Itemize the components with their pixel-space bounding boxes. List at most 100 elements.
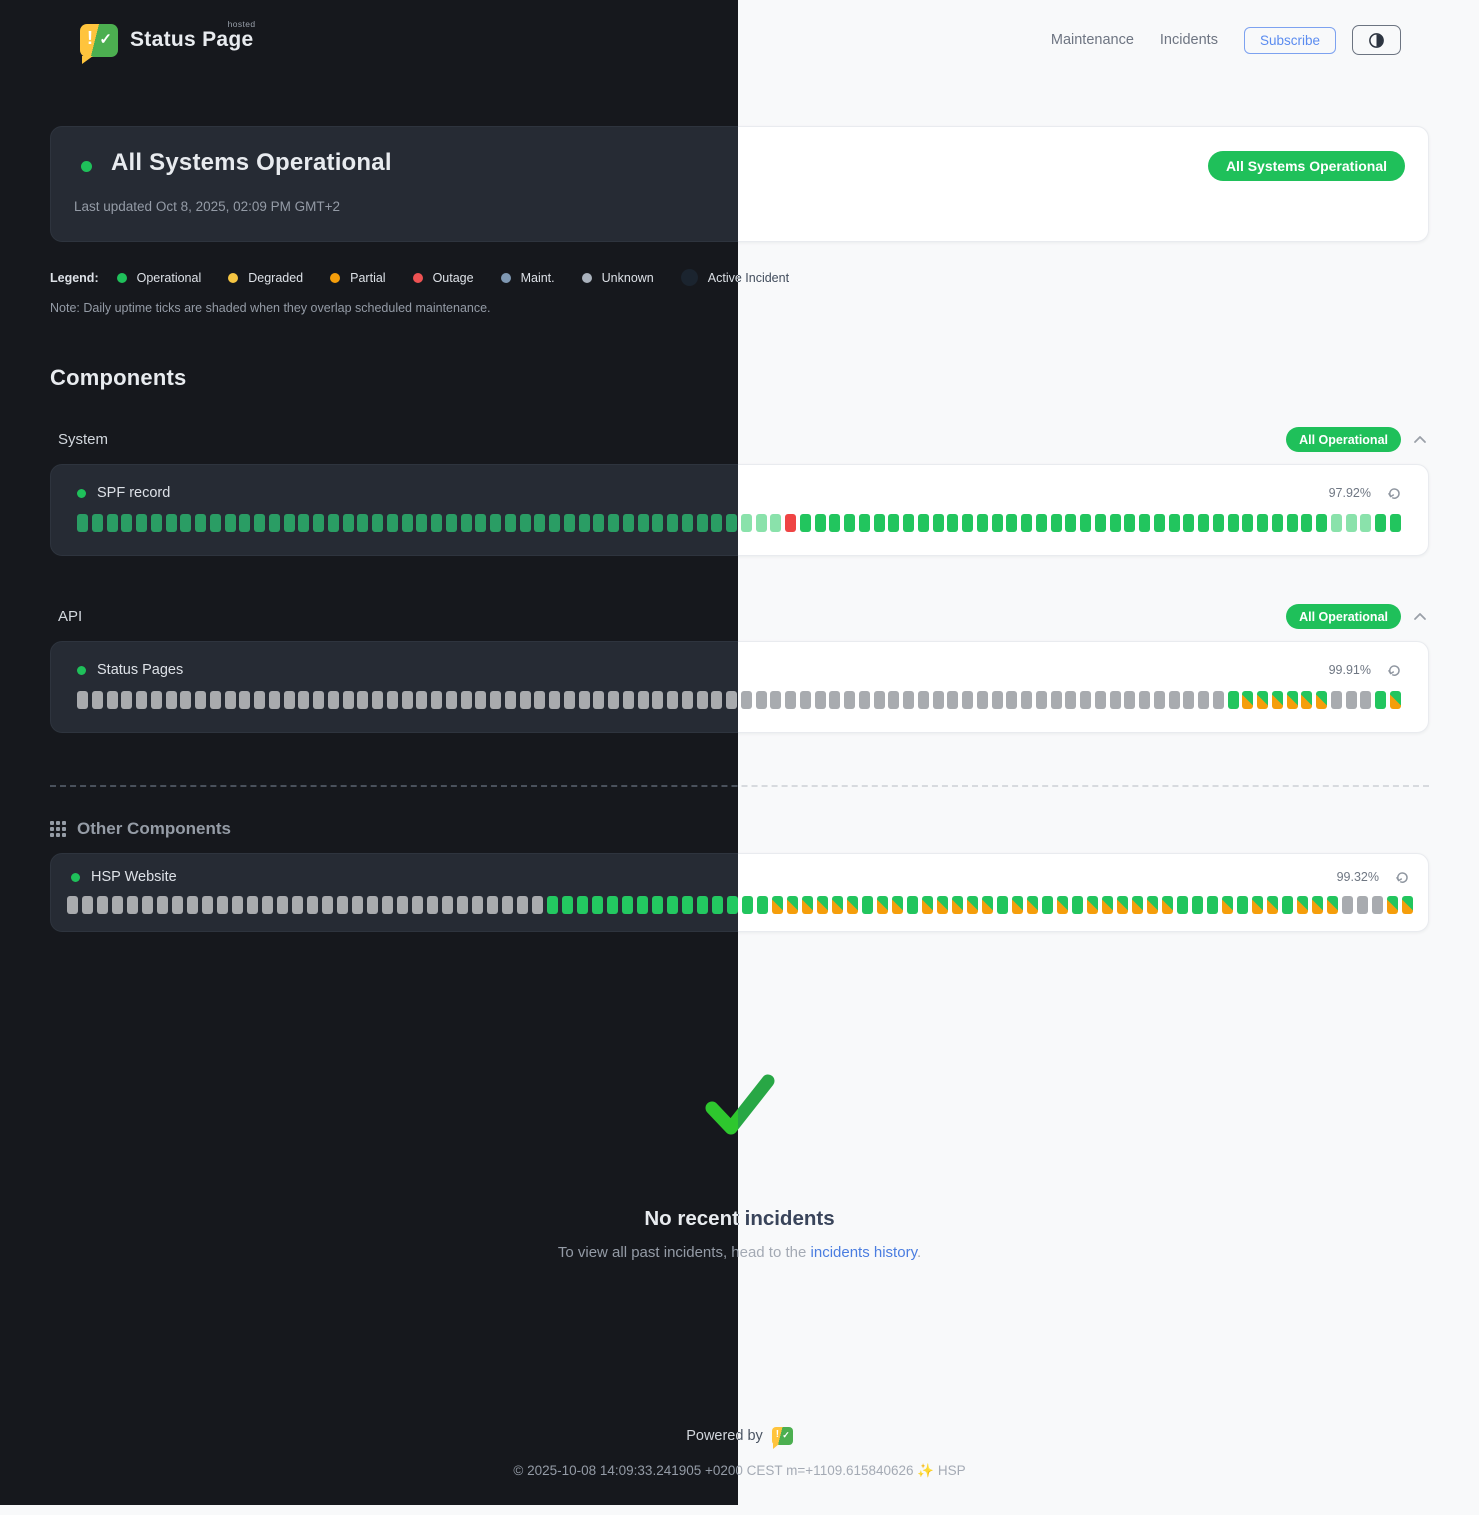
uptime-tick[interactable] — [457, 896, 468, 914]
uptime-tick[interactable] — [1257, 514, 1268, 532]
uptime-tick[interactable] — [442, 896, 453, 914]
uptime-tick[interactable] — [711, 514, 723, 532]
uptime-tick[interactable] — [637, 514, 649, 532]
uptime-tick[interactable] — [187, 896, 198, 914]
uptime-tick[interactable] — [937, 896, 948, 914]
refresh-icon[interactable] — [1388, 664, 1402, 677]
uptime-tick[interactable] — [106, 514, 118, 532]
uptime-tick[interactable] — [1192, 896, 1203, 914]
uptime-tick[interactable] — [427, 896, 438, 914]
uptime-tick[interactable] — [180, 514, 192, 532]
uptime-tick[interactable] — [608, 691, 619, 709]
uptime-tick[interactable] — [1257, 691, 1268, 709]
uptime-tick[interactable] — [1109, 514, 1121, 532]
uptime-tick[interactable] — [892, 896, 903, 914]
uptime-tick[interactable] — [209, 691, 221, 709]
uptime-tick[interactable] — [740, 514, 752, 532]
uptime-tick[interactable] — [593, 691, 605, 709]
uptime-tick[interactable] — [1021, 691, 1032, 709]
uptime-tick[interactable] — [814, 514, 826, 532]
uptime-tick[interactable] — [757, 896, 768, 914]
uptime-tick[interactable] — [136, 514, 147, 532]
uptime-tick[interactable] — [352, 896, 363, 914]
uptime-tick[interactable] — [165, 691, 177, 709]
uptime-tick[interactable] — [67, 896, 78, 914]
uptime-tick[interactable] — [711, 691, 723, 709]
uptime-tick[interactable] — [1042, 896, 1053, 914]
uptime-tick[interactable] — [487, 896, 498, 914]
uptime-tick[interactable] — [858, 691, 870, 709]
uptime-tick[interactable] — [157, 896, 168, 914]
uptime-tick[interactable] — [337, 896, 348, 914]
uptime-tick[interactable] — [77, 691, 88, 709]
uptime-tick[interactable] — [397, 896, 408, 914]
uptime-tick[interactable] — [401, 514, 413, 532]
uptime-tick[interactable] — [726, 514, 737, 532]
uptime-tick[interactable] — [1177, 896, 1188, 914]
uptime-tick[interactable] — [1035, 514, 1047, 532]
uptime-tick[interactable] — [172, 896, 183, 914]
uptime-tick[interactable] — [165, 514, 177, 532]
uptime-tick[interactable] — [562, 896, 573, 914]
uptime-tick[interactable] — [696, 691, 708, 709]
uptime-tick[interactable] — [298, 691, 310, 709]
brand-logo[interactable]: ! ✓ Status Page hosted — [80, 19, 255, 64]
uptime-tick[interactable] — [549, 514, 560, 532]
uptime-tick[interactable] — [1316, 691, 1327, 709]
theme-toggle-button[interactable] — [1352, 25, 1401, 55]
uptime-tick[interactable] — [549, 691, 560, 709]
uptime-tick[interactable] — [932, 514, 944, 532]
uptime-tick[interactable] — [667, 514, 678, 532]
uptime-tick[interactable] — [844, 691, 855, 709]
uptime-tick[interactable] — [967, 896, 978, 914]
uptime-tick[interactable] — [224, 691, 236, 709]
uptime-tick[interactable] — [136, 691, 147, 709]
uptime-tick[interactable] — [232, 896, 243, 914]
uptime-tick[interactable] — [472, 896, 483, 914]
uptime-tick[interactable] — [209, 514, 221, 532]
uptime-tick[interactable] — [785, 514, 796, 532]
uptime-tick[interactable] — [431, 691, 442, 709]
uptime-tick[interactable] — [932, 691, 944, 709]
uptime-tick[interactable] — [460, 691, 472, 709]
uptime-tick[interactable] — [313, 691, 324, 709]
uptime-tick[interactable] — [401, 691, 413, 709]
uptime-tick[interactable] — [1006, 514, 1018, 532]
uptime-tick[interactable] — [504, 514, 516, 532]
uptime-tick[interactable] — [1080, 691, 1091, 709]
uptime-tick[interactable] — [112, 896, 123, 914]
uptime-tick[interactable] — [307, 896, 318, 914]
uptime-tick[interactable] — [142, 896, 153, 914]
uptime-tick[interactable] — [1050, 514, 1062, 532]
uptime-tick[interactable] — [298, 514, 310, 532]
uptime-tick[interactable] — [504, 691, 516, 709]
uptime-tick[interactable] — [696, 514, 708, 532]
uptime-tick[interactable] — [534, 514, 546, 532]
uptime-tick[interactable] — [1312, 896, 1323, 914]
uptime-tick[interactable] — [667, 896, 678, 914]
uptime-tick[interactable] — [1124, 514, 1136, 532]
uptime-tick[interactable] — [888, 691, 900, 709]
uptime-tick[interactable] — [150, 691, 162, 709]
uptime-tick[interactable] — [1065, 514, 1077, 532]
uptime-tick[interactable] — [382, 896, 393, 914]
uptime-tick[interactable] — [490, 514, 501, 532]
uptime-tick[interactable] — [1212, 514, 1224, 532]
uptime-tick[interactable] — [313, 514, 324, 532]
uptime-tick[interactable] — [829, 691, 841, 709]
uptime-tick[interactable] — [742, 896, 753, 914]
uptime-tick[interactable] — [799, 691, 811, 709]
uptime-tick[interactable] — [268, 514, 280, 532]
uptime-tick[interactable] — [1297, 896, 1308, 914]
uptime-tick[interactable] — [652, 691, 664, 709]
uptime-tick[interactable] — [277, 896, 288, 914]
uptime-tick[interactable] — [1102, 896, 1113, 914]
chevron-up-icon[interactable] — [1411, 431, 1429, 449]
uptime-tick[interactable] — [578, 514, 590, 532]
uptime-tick[interactable] — [283, 514, 295, 532]
uptime-tick[interactable] — [991, 514, 1003, 532]
uptime-tick[interactable] — [877, 896, 888, 914]
uptime-tick[interactable] — [1286, 691, 1298, 709]
uptime-tick[interactable] — [1183, 514, 1195, 532]
uptime-tick[interactable] — [195, 514, 206, 532]
